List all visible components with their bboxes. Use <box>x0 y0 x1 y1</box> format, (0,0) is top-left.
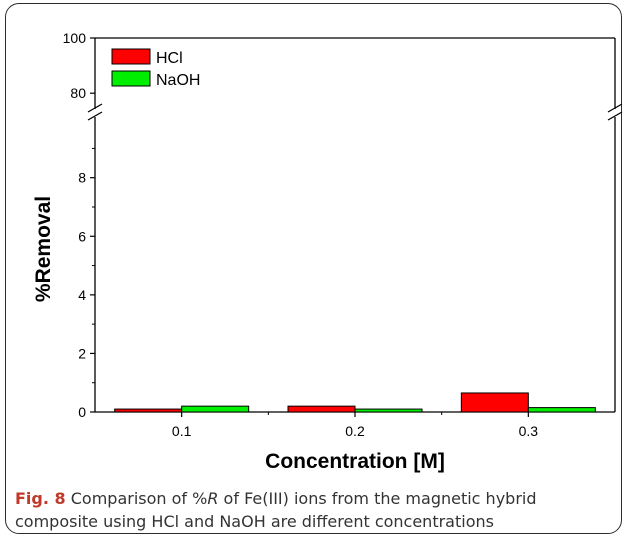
bar-naoh-0.1 <box>181 405 250 413</box>
figure-caption: Fig. 8 Comparison of %R of Fe(III) ions … <box>15 487 615 533</box>
y-axis-break-mark-a <box>87 103 103 113</box>
bar-hcl-0.1 <box>114 408 183 413</box>
legend-swatch-naoh <box>111 70 151 87</box>
y-tick-label: 6 <box>78 228 86 244</box>
y-tick-label: 4 <box>78 287 86 303</box>
y-tick-label-upper: 80 <box>70 85 86 101</box>
y-axis-break-mark-b <box>87 111 103 121</box>
right-axis-break-mark-b <box>607 111 623 121</box>
caption-text-after: of Fe(III) ions from the magnetic hybrid… <box>15 489 537 531</box>
legend-label-naoh: NaOH <box>156 72 200 89</box>
figure-label: Fig. 8 <box>15 489 66 508</box>
bar-hcl-0.2 <box>287 405 356 413</box>
y-tick-label: 8 <box>78 170 86 186</box>
right-axis-break-mark-a <box>607 103 623 113</box>
legend-label-hcl: HCl <box>156 50 183 67</box>
caption-italic: R <box>207 489 219 508</box>
y-tick-label: 0 <box>78 404 86 420</box>
figure-frame <box>5 3 622 534</box>
x-tick-label: 0.2 <box>345 423 365 439</box>
bar-naoh-0.3 <box>527 407 596 413</box>
x-axis-title: Concentration [M] <box>265 450 445 473</box>
y-axis-title: %Removal <box>32 196 55 302</box>
caption-text-before: Comparison of % <box>65 489 208 508</box>
bar-hcl-0.3 <box>460 392 529 413</box>
y-tick-label: 2 <box>78 345 86 361</box>
legend-swatch-hcl <box>111 48 151 65</box>
x-tick-label: 0.3 <box>519 423 539 439</box>
x-tick-label: 0.1 <box>172 423 192 439</box>
y-tick-label-upper: 100 <box>63 30 87 46</box>
bar-naoh-0.2 <box>354 408 423 413</box>
